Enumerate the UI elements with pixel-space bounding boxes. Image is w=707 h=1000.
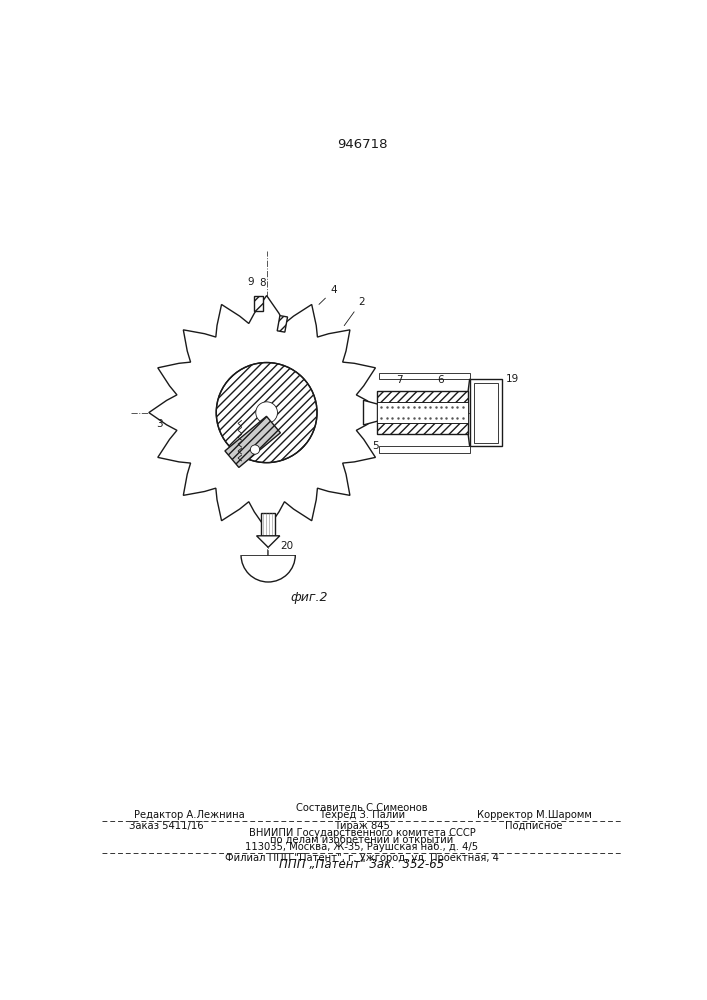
Text: 3: 3 [156, 419, 163, 429]
Text: 4: 4 [319, 285, 337, 304]
Text: 946718: 946718 [337, 138, 387, 151]
Text: Корректор М.Шаромм: Корректор М.Шаромм [477, 810, 592, 820]
Bar [379, 446, 469, 453]
Text: ВНИИПИ Государственного комитета СССР: ВНИИПИ Государственного комитета СССР [249, 828, 475, 838]
Text: по делам изобретений и открытий: по делам изобретений и открытий [270, 835, 454, 845]
Text: 9: 9 [248, 277, 255, 287]
Text: 2: 2 [344, 297, 365, 326]
Text: Подписное: Подписное [506, 821, 563, 831]
Text: фиг.2: фиг.2 [291, 591, 328, 604]
Text: 113035, Москва, Ж-35, Раушская наб., д. 4/5: 113035, Москва, Ж-35, Раушская наб., д. … [245, 842, 479, 852]
Text: Заказ 5411/16: Заказ 5411/16 [129, 821, 203, 831]
Polygon shape [149, 296, 385, 530]
Bar [378, 402, 468, 423]
Text: 19: 19 [506, 374, 518, 384]
Text: Составитель С.Симеонов: Составитель С.Симеонов [296, 803, 428, 813]
Text: Редактор А.Лежнина: Редактор А.Лежнина [134, 810, 245, 820]
Bar [261, 513, 275, 536]
Text: Техред З. Палий: Техред З. Палий [319, 810, 405, 820]
Bar [474, 383, 498, 443]
Bar [379, 373, 469, 379]
Text: ППП „Патент" Зак.  352-65: ППП „Патент" Зак. 352-65 [279, 858, 445, 871]
Text: 5: 5 [372, 441, 378, 451]
Polygon shape [225, 416, 281, 467]
Text: 7: 7 [396, 375, 402, 385]
Circle shape [256, 402, 277, 423]
Polygon shape [277, 316, 288, 332]
Text: Тираж 845: Тираж 845 [334, 821, 390, 831]
Polygon shape [257, 536, 280, 547]
Text: Филиал ППП "Патент", г. Ужгород, ул. Проектная, 4: Филиал ППП "Патент", г. Ужгород, ул. Про… [225, 853, 499, 863]
Text: 6: 6 [438, 375, 444, 385]
Polygon shape [363, 400, 380, 425]
Bar [378, 391, 468, 402]
Bar [254, 296, 263, 311]
Text: 20: 20 [280, 541, 293, 551]
Bar [469, 379, 502, 446]
Text: 8: 8 [259, 278, 266, 288]
Bar [378, 391, 468, 434]
Bar [378, 423, 468, 434]
Circle shape [250, 445, 259, 454]
Circle shape [216, 363, 317, 463]
